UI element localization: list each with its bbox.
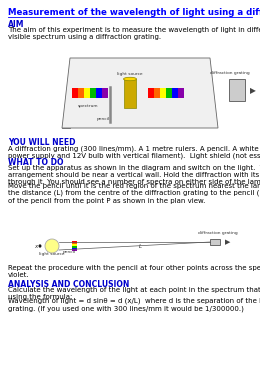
Text: Wavelength of light = d sinθ = d (x/L)  where d is the separation of the lines o: Wavelength of light = d sinθ = d (x/L) w… [8, 298, 260, 312]
Polygon shape [62, 58, 218, 128]
Polygon shape [102, 88, 108, 98]
Text: ▶: ▶ [225, 239, 231, 245]
Ellipse shape [124, 77, 136, 81]
Text: AIM: AIM [8, 20, 24, 29]
Text: The aim of this experiment is to measure the wavelength of light in different re: The aim of this experiment is to measure… [8, 27, 260, 40]
Text: light source: light source [39, 252, 65, 256]
Polygon shape [72, 246, 77, 248]
Polygon shape [72, 249, 77, 251]
Text: ANALYSIS AND CONCLUSION: ANALYSIS AND CONCLUSION [8, 280, 129, 289]
Text: WHAT TO DO: WHAT TO DO [8, 158, 63, 167]
Polygon shape [84, 88, 90, 98]
Text: spectrum: spectrum [78, 104, 98, 108]
Polygon shape [154, 88, 160, 98]
Text: L: L [138, 244, 141, 249]
Text: YOU WILL NEED: YOU WILL NEED [8, 138, 75, 147]
Polygon shape [160, 88, 166, 98]
Polygon shape [148, 88, 154, 98]
Polygon shape [90, 88, 96, 98]
Text: pencil: pencil [96, 117, 109, 121]
Text: Set up the apparatus as shown in the diagram and switch on the light.  The whole: Set up the apparatus as shown in the dia… [8, 165, 260, 185]
Text: Repeat the procedure with the pencil at four other points across the spectrum fr: Repeat the procedure with the pencil at … [8, 265, 260, 278]
Text: Calculate the wavelength of the light at each point in the spectrum that you hav: Calculate the wavelength of the light at… [8, 287, 260, 300]
Polygon shape [124, 79, 136, 108]
Polygon shape [229, 79, 245, 101]
Text: diffraction grating: diffraction grating [198, 231, 238, 235]
Text: Move the pencil until it is the red region of the spectrum nearest the lamp as s: Move the pencil until it is the red regi… [8, 183, 260, 203]
Polygon shape [72, 88, 78, 98]
Text: A diffraction grating (300 lines/mm). A 1 metre rulers. A pencil. A white light : A diffraction grating (300 lines/mm). A … [8, 145, 260, 159]
Text: pencil: pencil [62, 250, 76, 254]
Polygon shape [166, 88, 172, 98]
Polygon shape [72, 248, 77, 249]
Polygon shape [72, 241, 77, 243]
Polygon shape [78, 88, 84, 98]
Polygon shape [72, 244, 77, 246]
Text: Measurement of the wavelength of light using a diffraction grating: Measurement of the wavelength of light u… [8, 8, 260, 17]
Text: ▶: ▶ [250, 87, 256, 95]
Polygon shape [178, 88, 184, 98]
Polygon shape [172, 88, 178, 98]
Polygon shape [210, 239, 220, 245]
Circle shape [45, 239, 59, 253]
Text: diffraction grating: diffraction grating [210, 71, 250, 75]
Polygon shape [72, 243, 77, 244]
Polygon shape [96, 88, 102, 98]
Text: light source: light source [117, 72, 143, 76]
Text: x: x [34, 243, 38, 248]
